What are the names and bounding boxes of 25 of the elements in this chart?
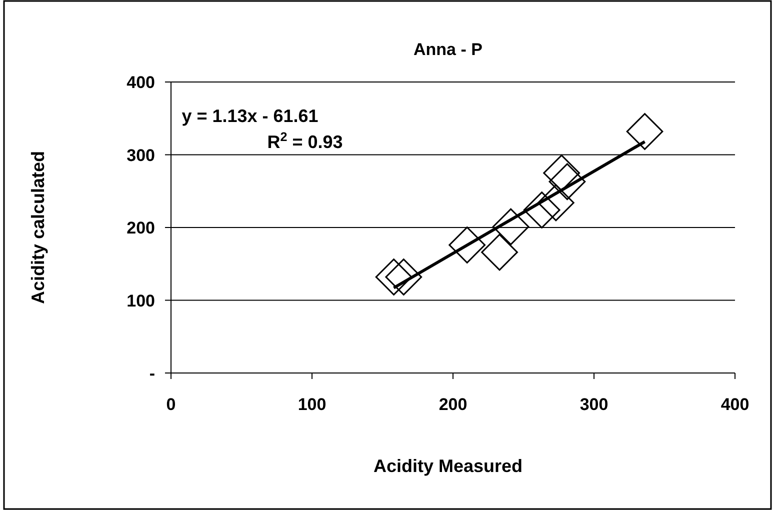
annotation: y = 1.13x - 61.61 — [182, 106, 318, 126]
x-tick-label: 300 — [580, 395, 608, 414]
x-tick-label: 400 — [720, 395, 750, 414]
x-axis-title: Acidity Measured — [373, 456, 523, 476]
chart-title: Anna - P — [414, 40, 482, 59]
point — [523, 192, 560, 228]
point — [538, 184, 574, 222]
point — [543, 154, 580, 192]
x-tick-label: 100 — [298, 395, 326, 414]
x-tick-label: 200 — [438, 395, 468, 414]
y-tick-label: 200 — [126, 218, 155, 238]
y-axis-title: Acidity calculated — [28, 150, 48, 304]
point — [548, 163, 586, 200]
y-tick-label: 100 — [126, 291, 155, 310]
x-tick-label: 0 — [166, 395, 176, 414]
point — [375, 258, 412, 296]
annotation: R$^{2}$ = 0.93 — [267, 130, 343, 152]
point — [448, 226, 486, 264]
point — [385, 258, 422, 296]
point — [481, 234, 518, 271]
point — [626, 113, 664, 150]
y-tick-label: - — [149, 364, 155, 383]
y-tick-label: 300 — [126, 146, 155, 165]
y-tick-label: 400 — [126, 73, 155, 92]
point — [492, 208, 530, 246]
